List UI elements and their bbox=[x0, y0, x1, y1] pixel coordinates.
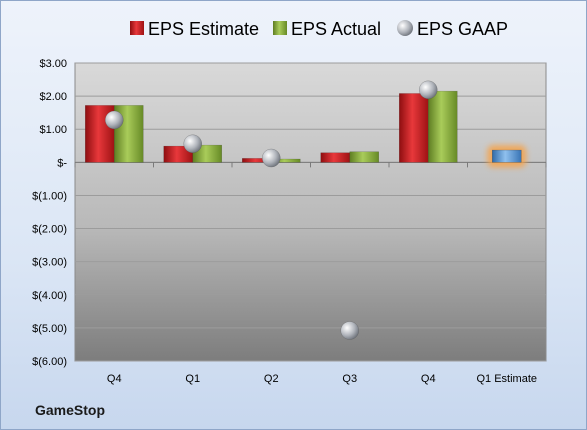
legend-item-actual: EPS Actual bbox=[273, 19, 381, 39]
gaap-marker bbox=[262, 148, 281, 168]
x-tick-label: Q4 bbox=[107, 373, 122, 385]
y-tick-label: $(2.00) bbox=[32, 224, 67, 236]
bar-eps-actual bbox=[349, 151, 379, 163]
x-axis-ticks: Q4 Q1 Q2 Q3 Q4 Q1 Estimate bbox=[74, 162, 547, 385]
gaap-marker bbox=[183, 134, 202, 154]
legend-item-gaap: EPS GAAP bbox=[397, 19, 508, 39]
x-tick-label: Q3 bbox=[342, 373, 357, 385]
legend-label-gaap: EPS GAAP bbox=[417, 19, 508, 39]
y-tick-label: $(6.00) bbox=[32, 356, 67, 368]
bar-eps-actual bbox=[428, 90, 458, 163]
legend-label-estimate: EPS Estimate bbox=[148, 19, 259, 39]
company-name: GameStop bbox=[35, 402, 106, 418]
gaap-markers bbox=[105, 80, 438, 340]
y-tick-label: $(1.00) bbox=[32, 190, 67, 202]
y-tick-label: $3.00 bbox=[39, 58, 67, 70]
y-tick-label: $(5.00) bbox=[32, 323, 67, 335]
legend-marker-gaap bbox=[397, 20, 413, 36]
y-tick-label: $(3.00) bbox=[32, 257, 67, 269]
legend-swatch-estimate bbox=[130, 21, 144, 35]
legend-label-actual: EPS Actual bbox=[291, 19, 381, 39]
legend-item-estimate: EPS Estimate bbox=[130, 19, 259, 39]
gaap-marker bbox=[105, 110, 124, 130]
y-tick-label: $1.00 bbox=[39, 124, 67, 136]
legend: EPS Estimate EPS Actual EPS GAAP bbox=[130, 19, 508, 39]
bar-eps-estimate bbox=[320, 152, 350, 163]
bar-q1-estimate bbox=[492, 149, 522, 163]
x-tick-label: Q4 bbox=[421, 373, 436, 385]
x-tick-label: Q1 Estimate bbox=[476, 373, 537, 385]
y-tick-label: $- bbox=[57, 157, 67, 169]
gaap-marker bbox=[419, 80, 438, 100]
bar-eps-estimate bbox=[399, 93, 429, 163]
x-tick-label: Q2 bbox=[264, 373, 279, 385]
plot-area bbox=[74, 62, 547, 362]
gaap-marker bbox=[340, 321, 359, 340]
y-tick-label: $(4.00) bbox=[32, 290, 67, 302]
legend-swatch-actual bbox=[273, 21, 287, 35]
y-axis-ticks: $3.00 $2.00 $1.00 $- $(1.00) $(2.00) $(3.00) $(… bbox=[32, 58, 67, 368]
y-tick-label: $2.00 bbox=[39, 91, 67, 103]
x-tick-label: Q1 bbox=[185, 373, 200, 385]
